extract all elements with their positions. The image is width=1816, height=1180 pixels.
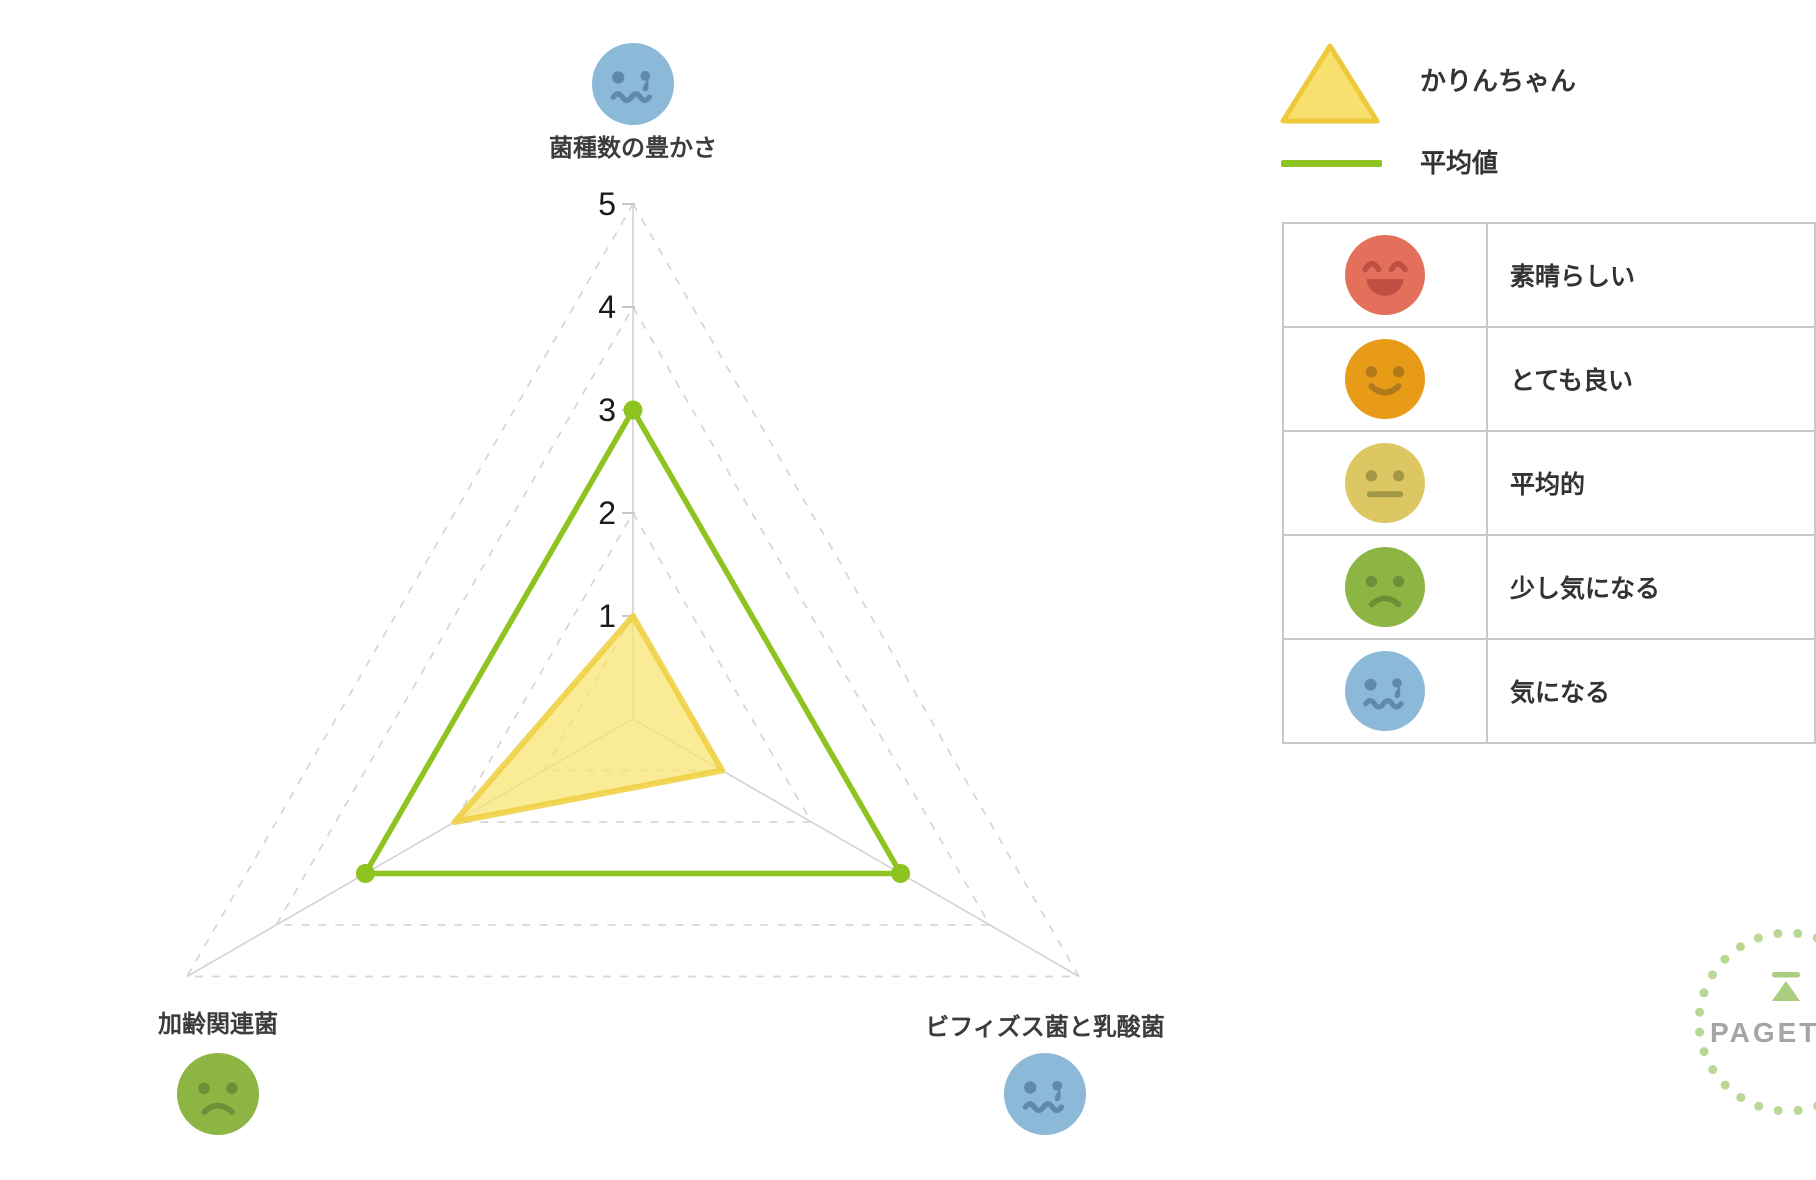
average-series-point xyxy=(891,864,911,883)
worried-face-icon xyxy=(592,43,674,125)
frown-face-icon xyxy=(1345,547,1425,627)
legend-karin-label: かりんちゃん xyxy=(1420,66,1577,96)
axis-label-bacteria-richness: 菌種数の豊かさ xyxy=(549,135,717,162)
frown-face-icon xyxy=(177,1053,259,1135)
logo-bar-icon xyxy=(1772,972,1800,978)
worried-face-icon xyxy=(1345,651,1425,731)
karin-series-area xyxy=(451,613,726,825)
radar-chart: 1 2 3 4 5 xyxy=(185,186,1081,978)
average-series-line xyxy=(362,407,904,877)
axis-label-aging-related: 加齢関連菌 xyxy=(158,1011,278,1038)
rating-face-cell xyxy=(1281,638,1489,744)
table-row: 素晴らしい xyxy=(1281,222,1816,328)
rating-label: 少し気になる xyxy=(1486,534,1816,640)
rating-face-cell xyxy=(1281,430,1489,536)
neutral-face-icon xyxy=(1345,443,1425,523)
tick-label: 4 xyxy=(598,289,616,325)
paget-logo: PAGET xyxy=(1695,929,1816,1115)
tick-label: 1 xyxy=(598,598,616,634)
logo-text: PAGET xyxy=(1710,1017,1816,1048)
table-row: 少し気になる xyxy=(1281,534,1816,640)
average-series-swatch-icon xyxy=(1281,160,1382,167)
grid-level-5 xyxy=(185,202,1081,978)
rating-face-cell xyxy=(1281,222,1489,328)
average-series-point xyxy=(355,864,375,883)
rating-label: 平均的 xyxy=(1486,430,1816,536)
rating-label: 素晴らしい xyxy=(1486,222,1816,328)
average-series-point xyxy=(623,400,643,420)
table-row: 気になる xyxy=(1281,638,1816,744)
laugh-face-icon xyxy=(1345,235,1425,315)
rating-face-cell xyxy=(1281,326,1489,432)
tick-label: 3 xyxy=(598,392,616,428)
rating-label: とても良い xyxy=(1486,326,1816,432)
tick-label: 5 xyxy=(598,186,616,222)
rating-label: 気になる xyxy=(1486,638,1816,744)
dotted-circle-icon xyxy=(1695,929,1816,1115)
logo-triangle-icon xyxy=(1772,981,1800,1001)
table-row: とても良い xyxy=(1281,326,1816,432)
rating-scale-table: 素晴らしい とても良い 平均的 少し気になる xyxy=(1281,222,1816,744)
worried-face-icon xyxy=(1004,1053,1086,1135)
axis-label-bifidus-lactic: ビフィズス菌と乳酸菌 xyxy=(925,1014,1165,1041)
tick-label: 2 xyxy=(598,495,616,531)
karin-series-swatch-icon xyxy=(1280,43,1380,124)
legend-average-label: 平均値 xyxy=(1420,148,1499,178)
smile-face-icon xyxy=(1345,339,1425,419)
table-row: 平均的 xyxy=(1281,430,1816,536)
rating-face-cell xyxy=(1281,534,1489,640)
